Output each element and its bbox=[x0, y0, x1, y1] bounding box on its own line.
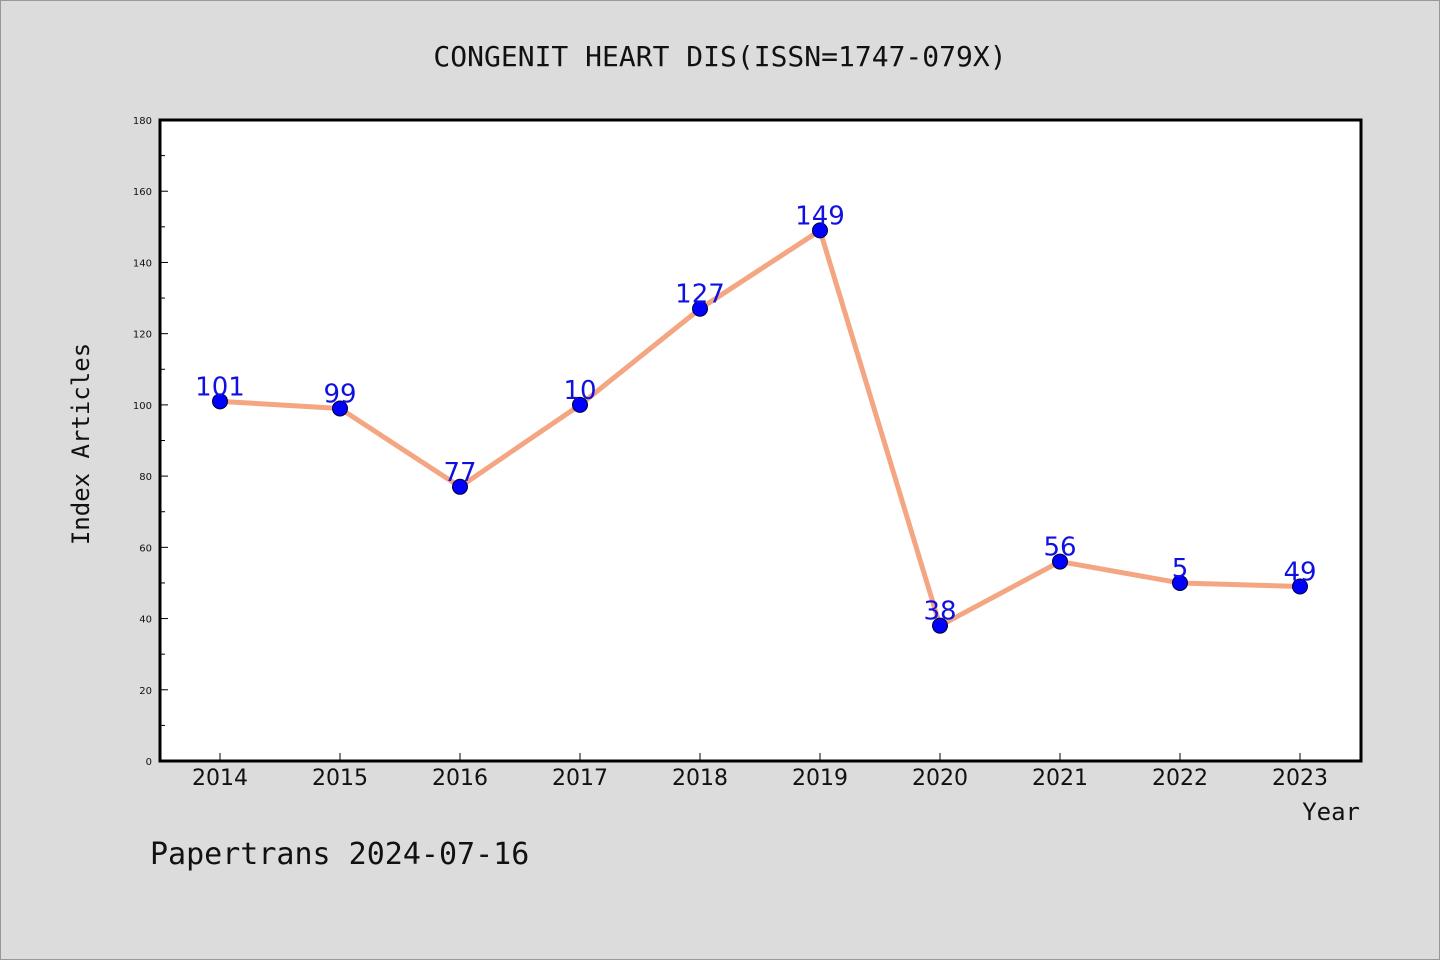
y-axis-label: Index Articles bbox=[67, 343, 95, 545]
x-tick-label: 2014 bbox=[192, 766, 248, 791]
x-tick-label: 2023 bbox=[1272, 766, 1328, 791]
x-axis-label: Year bbox=[1302, 798, 1360, 826]
y-axis: 0 20 40 60 80 100 120 140 160 180 bbox=[133, 116, 168, 768]
data-point bbox=[932, 617, 948, 634]
x-axis: 2014 2015 2016 2017 2018 2019 2020 2021 2022 2023 bbox=[192, 753, 1328, 791]
series-group: 101 99 77 10 127 149 38 56 5 49 bbox=[195, 201, 1317, 634]
data-point bbox=[332, 400, 348, 417]
data-label: 56 bbox=[1043, 533, 1076, 563]
data-label: 10 bbox=[563, 376, 596, 406]
x-tick-label: 2022 bbox=[1152, 766, 1208, 791]
data-point bbox=[572, 396, 588, 413]
footer-text: Papertrans 2024-07-16 bbox=[150, 837, 529, 872]
data-point bbox=[1292, 578, 1308, 595]
y-tick-label: 20 bbox=[139, 686, 152, 697]
data-point bbox=[1172, 574, 1188, 591]
data-point bbox=[452, 478, 468, 495]
data-label: 5 bbox=[1172, 554, 1189, 584]
data-label: 99 bbox=[323, 379, 356, 409]
data-point bbox=[692, 300, 708, 317]
data-label: 127 bbox=[675, 280, 725, 310]
plot-area bbox=[158, 118, 1363, 763]
x-tick-label: 2021 bbox=[1032, 766, 1088, 791]
x-tick-label: 2020 bbox=[912, 766, 968, 791]
y-tick-label: 160 bbox=[133, 187, 152, 198]
y-tick-label: 100 bbox=[133, 401, 152, 412]
x-tick-label: 2015 bbox=[312, 766, 368, 791]
y-tick-label: 80 bbox=[139, 472, 152, 483]
y-tick-label: 180 bbox=[133, 116, 152, 127]
data-point bbox=[212, 393, 228, 410]
chart-title: CONGENIT HEART DIS(ISSN=1747-079X) bbox=[433, 40, 1006, 73]
x-tick-label: 2019 bbox=[792, 766, 848, 791]
series-line bbox=[217, 227, 1303, 629]
data-point bbox=[812, 222, 828, 239]
data-point bbox=[1052, 553, 1068, 570]
y-tick-label: 0 bbox=[146, 757, 152, 768]
y-tick-label: 120 bbox=[133, 330, 152, 341]
y-tick-label: 60 bbox=[139, 543, 152, 554]
x-tick-label: 2016 bbox=[432, 766, 488, 791]
y-tick-label: 140 bbox=[133, 258, 152, 269]
data-label: 49 bbox=[1283, 558, 1316, 588]
data-label: 38 bbox=[923, 597, 956, 627]
x-tick-label: 2017 bbox=[552, 766, 608, 791]
y-tick-label: 40 bbox=[139, 615, 152, 626]
data-label: 77 bbox=[443, 458, 476, 488]
x-tick-label: 2018 bbox=[672, 766, 728, 791]
data-label: 149 bbox=[795, 201, 845, 231]
data-label: 101 bbox=[195, 372, 245, 402]
